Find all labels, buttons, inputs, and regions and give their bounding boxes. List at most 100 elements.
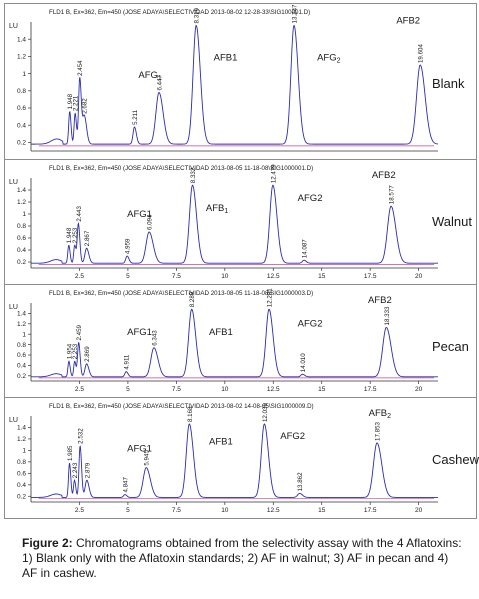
y-tick-label: 0.8	[17, 223, 26, 230]
y-tick-label: 1.4	[17, 425, 26, 432]
peak-rt-label: 1.948	[67, 93, 74, 109]
compound-label: AFB2	[368, 295, 392, 306]
peak-rt-label: 17.853	[375, 421, 382, 440]
compound-label: AFB1	[214, 53, 238, 64]
compound-label: AFG1	[127, 209, 152, 220]
peak-rt-label: 2.682	[82, 98, 89, 114]
y-tick-label: 1	[22, 71, 26, 78]
compound-label-subscript: 1	[158, 75, 162, 82]
peak-rt-label: 1.985	[67, 445, 74, 461]
peak-rt-label: 12.479	[270, 164, 277, 183]
y-tick-label: 1	[22, 211, 26, 218]
x-tick-label: 12.5	[267, 386, 280, 393]
compound-label: AFB1	[209, 327, 233, 338]
y-tick-label: 0.6	[17, 235, 26, 242]
compound-label: AFB1	[209, 437, 233, 448]
peak-rt-label: 2.221	[73, 95, 80, 111]
x-tick-label: 12.5	[267, 273, 280, 280]
y-tick-label: 1.2	[17, 321, 26, 328]
x-tick-label: 10	[221, 507, 229, 514]
x-tick-label: 20	[415, 507, 423, 514]
sample-label: Cashew	[432, 452, 479, 467]
panel-divider	[5, 159, 476, 160]
peak-rt-label: 1.954	[66, 343, 73, 359]
x-tick-label: 7.5	[172, 507, 181, 514]
x-tick-label: 5	[126, 507, 130, 514]
sample-label: Pecan	[432, 339, 469, 354]
peak-rt-label: 19.604	[418, 44, 425, 63]
compound-label: AFB1	[206, 203, 228, 215]
peak-rt-label: 8.289	[189, 291, 196, 307]
peak-rt-label: 18.333	[384, 306, 391, 325]
compound-label: AFG1	[138, 70, 162, 82]
y-tick-label: 0.2	[17, 259, 26, 266]
peak-rt-label: 13.862	[297, 472, 304, 491]
x-tick-label: 15	[318, 386, 326, 393]
peak-rt-label: 4.911	[124, 354, 131, 370]
compound-label: AFG2	[298, 193, 323, 204]
peak-rt-label: 2.459	[76, 324, 83, 340]
chromatogram-blank: FLD1 B, Ex=362, Em=450 (JOSE ADAYA\SELEC…	[5, 4, 476, 159]
chromatogram-walnut: FLD1 B, Ex=362, Em=450 (JOSE ADAYA\SELEC…	[5, 160, 476, 284]
chromatogram-trace	[31, 184, 438, 264]
peak-rt-label: 2.253	[72, 227, 79, 243]
y-axis-unit: LU	[9, 304, 18, 311]
y-tick-label: 0.6	[17, 471, 26, 478]
y-tick-label: 1	[22, 448, 26, 455]
peak-rt-label: 5.211	[132, 109, 139, 125]
figure-caption: Figure 2: Chromatograms obtained from th…	[22, 536, 462, 581]
y-tick-label: 1.2	[17, 436, 26, 443]
y-tick-label: 0.8	[17, 342, 26, 349]
chart-svg: FLD1 B, Ex=362, Em=450 (JOSE ADAYA\SELEC…	[9, 403, 479, 514]
peak-rt-label: 6.343	[151, 330, 158, 346]
x-tick-label: 15	[318, 507, 326, 514]
x-tick-label: 20	[415, 273, 423, 280]
sample-label: Walnut	[432, 214, 472, 229]
y-tick-label: 1.4	[17, 187, 26, 194]
y-tick-label: 0.6	[17, 105, 26, 112]
peak-rt-label: 2.454	[77, 60, 84, 76]
x-tick-label: 2.5	[75, 507, 84, 514]
compound-label: AFG1	[127, 327, 152, 338]
peak-rt-label: 12.039	[262, 403, 269, 422]
x-tick-label: 12.5	[267, 507, 280, 514]
y-tick-label: 0.4	[17, 122, 26, 129]
peak-rt-label: 4.847	[122, 477, 129, 493]
compound-label: AFB2	[372, 170, 396, 181]
y-tick-label: 0.6	[17, 352, 26, 359]
chart-svg: FLD1 B, Ex=362, Em=450 (JOSE ADAYA\SELEC…	[9, 164, 472, 280]
peak-rt-label: 14.087	[302, 239, 309, 258]
x-tick-label: 2.5	[75, 386, 84, 393]
y-tick-label: 0.8	[17, 459, 26, 466]
y-tick-label: 1.4	[17, 311, 26, 318]
peak-rt-label: 2.443	[76, 206, 83, 222]
y-tick-label: 1.2	[17, 54, 26, 61]
chart-header: FLD1 B, Ex=362, Em=450 (JOSE ADAYA\SELEC…	[49, 403, 314, 410]
compound-label: AFB2	[396, 16, 420, 27]
compound-label: AFG2	[298, 318, 323, 329]
peak-rt-label: 14.010	[300, 353, 307, 372]
x-tick-label: 5	[126, 273, 130, 280]
y-tick-label: 0.4	[17, 482, 26, 489]
chromatogram-cashew: FLD1 B, Ex=362, Em=450 (JOSE ADAYA\SELEC…	[5, 398, 479, 518]
x-tick-label: 10	[221, 386, 229, 393]
peak-rt-label: 6.447	[156, 74, 163, 90]
chromatogram-trace	[31, 308, 438, 378]
x-tick-label: 15	[318, 273, 326, 280]
compound-label: AFG2	[317, 53, 341, 65]
chromatogram-trace	[31, 24, 439, 145]
y-tick-label: 1.2	[17, 199, 26, 206]
peak-rt-label: 6.094	[147, 214, 154, 230]
caption-text: Chromatograms obtained from the selectiv…	[22, 536, 462, 580]
x-tick-label: 7.5	[172, 273, 181, 280]
compound-label: AFB2	[369, 408, 391, 420]
x-tick-label: 7.5	[172, 386, 181, 393]
peak-rt-label: 2.532	[78, 428, 85, 444]
chart-header: FLD1 B, Ex=362, Em=450 (JOSE ADAYA\SELEC…	[49, 290, 313, 297]
panel-divider	[5, 397, 476, 398]
y-tick-label: 1	[22, 331, 26, 338]
peak-rt-label: 2.243	[72, 462, 79, 478]
y-tick-label: 0.4	[17, 247, 26, 254]
x-tick-label: 2.5	[75, 273, 84, 280]
peak-rt-label: 2.869	[84, 346, 91, 362]
